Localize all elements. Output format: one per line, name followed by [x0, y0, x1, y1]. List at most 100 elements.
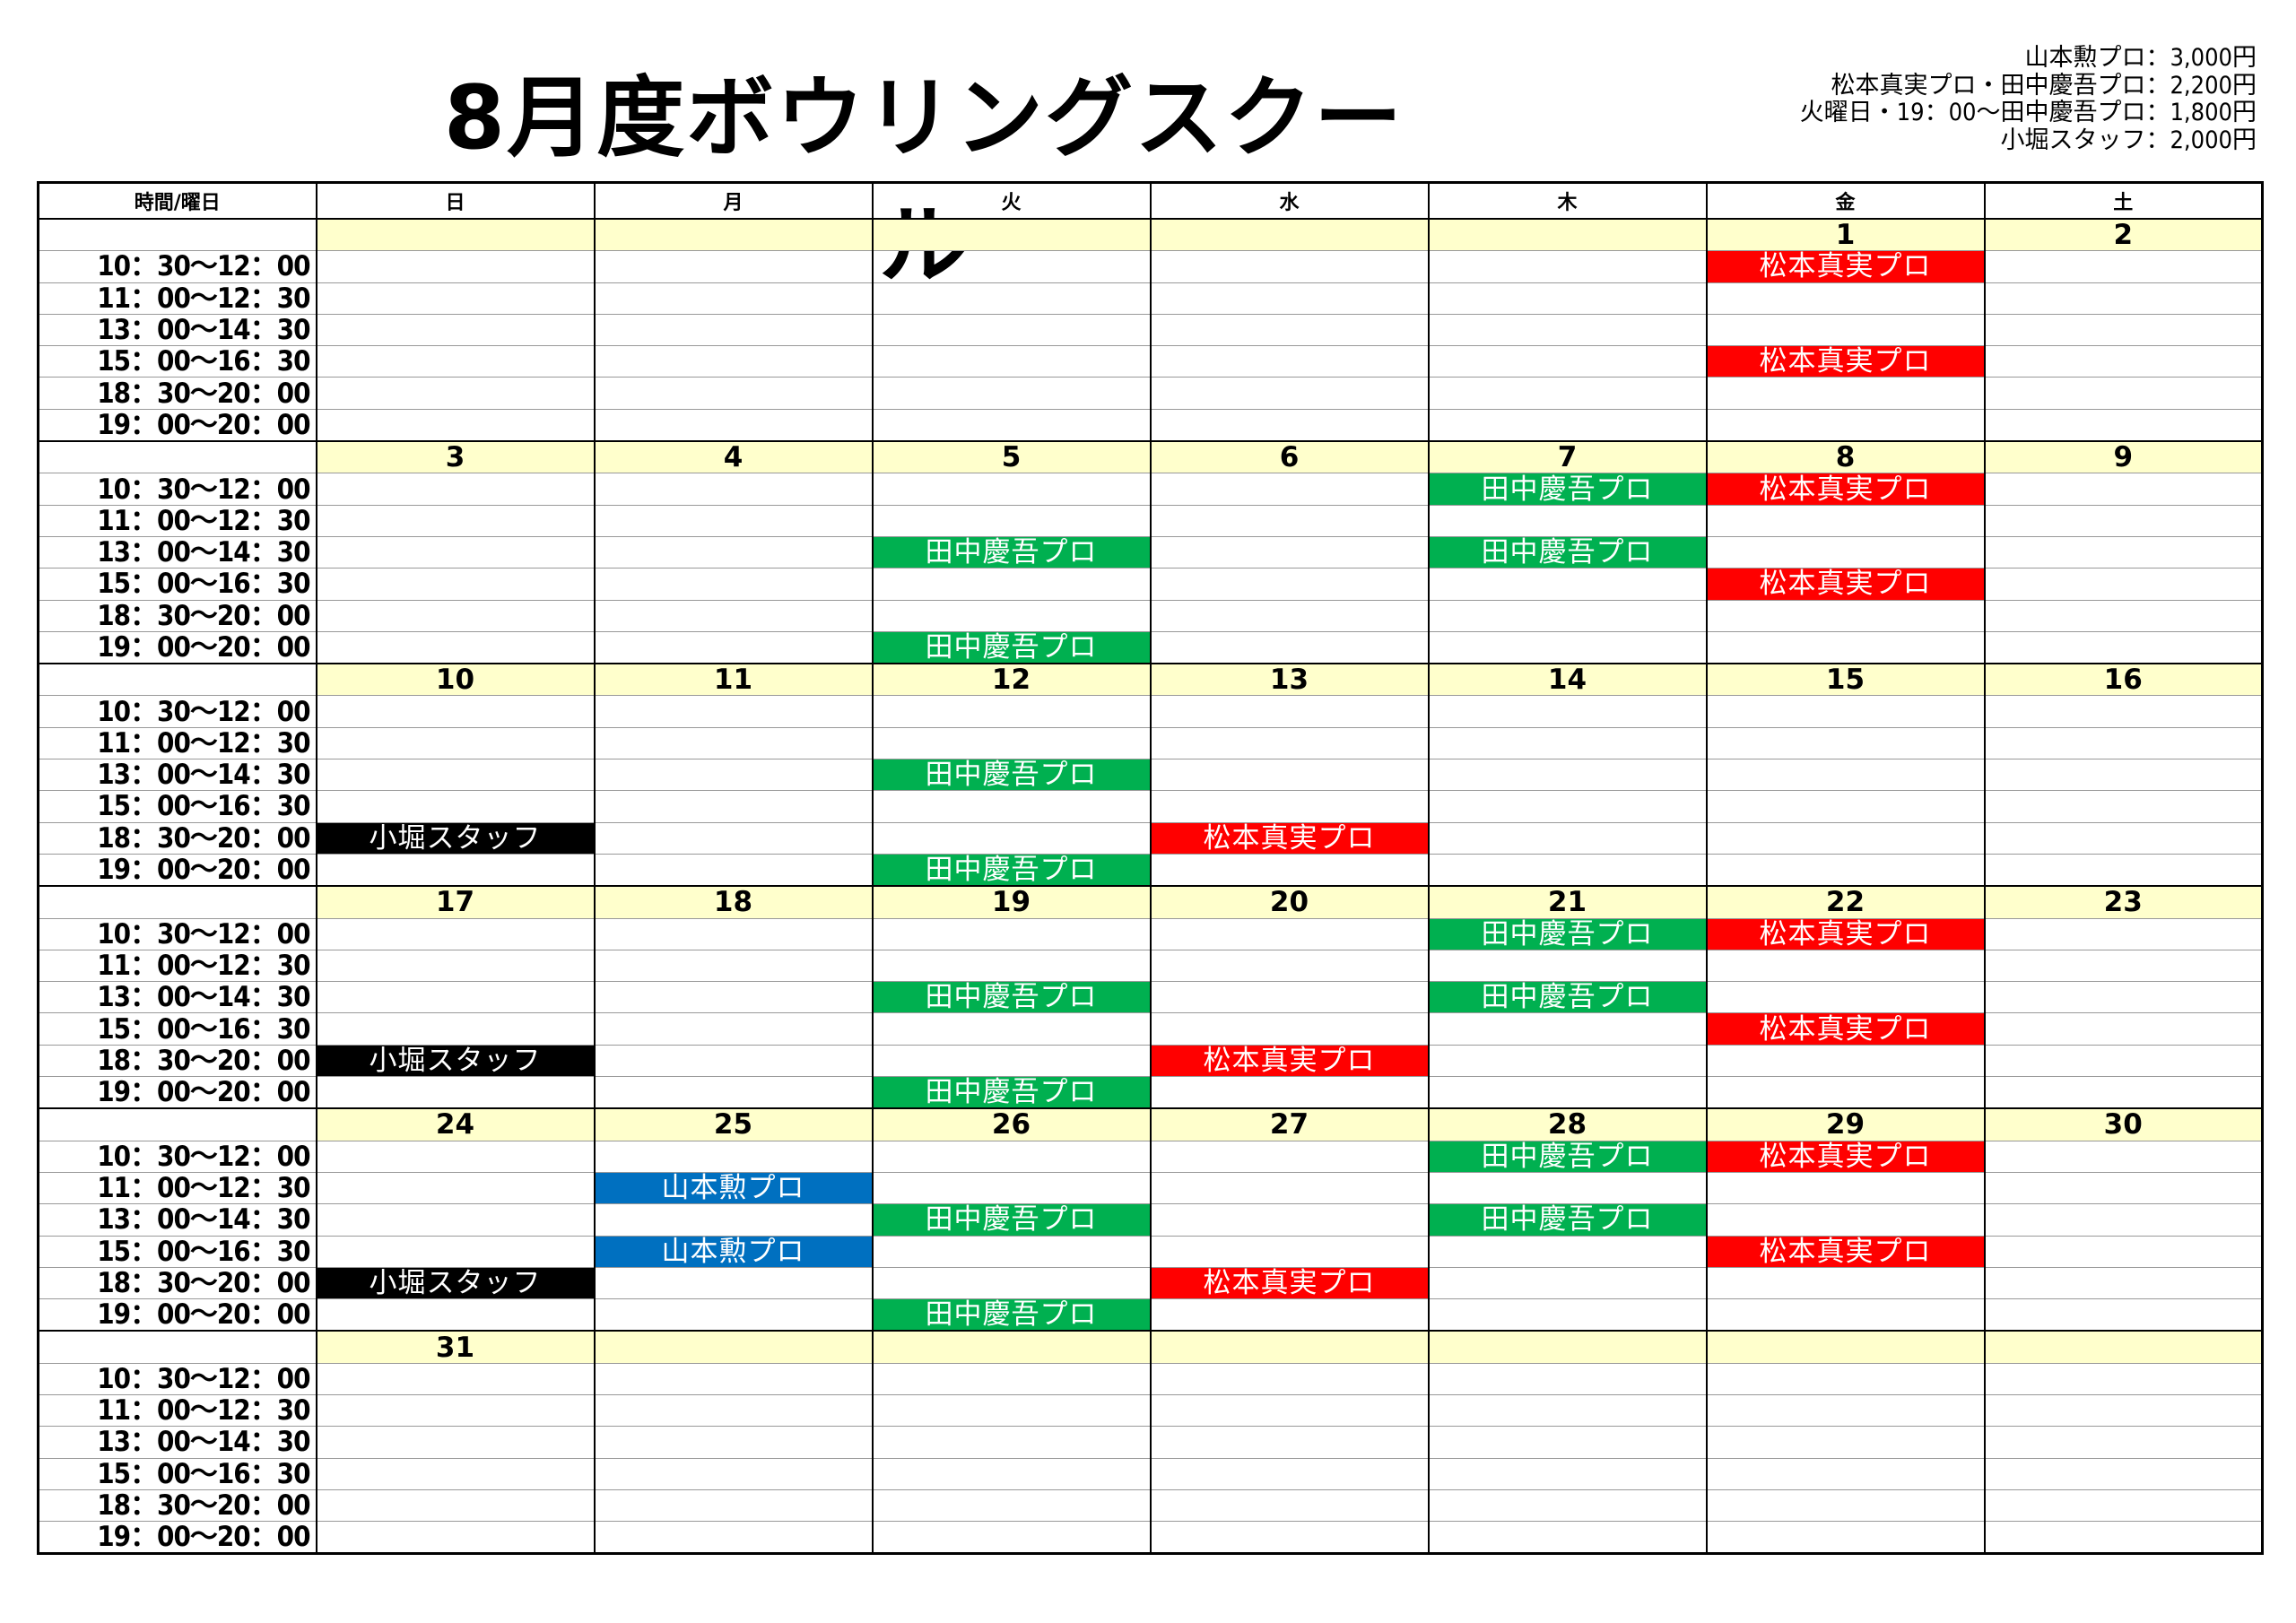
lesson-cell[interactable]: 田中慶吾プロ — [1427, 473, 1708, 506]
empty-slot-cell — [593, 790, 874, 823]
lesson-cell[interactable]: 松本真実プロ — [1149, 821, 1430, 855]
date-cell: 21 — [1427, 885, 1708, 919]
date-cell: 15 — [1705, 663, 1986, 696]
empty-slot-cell — [315, 1488, 596, 1522]
lesson-cell[interactable]: 小堀スタッフ — [315, 1266, 596, 1299]
date-cell: 24 — [315, 1107, 596, 1141]
lesson-cell[interactable]: 松本真実プロ — [1149, 1266, 1430, 1299]
empty-slot-cell — [315, 504, 596, 537]
empty-slot-cell — [1427, 1266, 1708, 1299]
lesson-cell[interactable]: 田中慶吾プロ — [871, 759, 1152, 791]
empty-slot-cell — [1983, 853, 2264, 887]
lesson-cell[interactable]: 田中慶吾プロ — [871, 1076, 1152, 1109]
time-slot-label: 19：00～20：00 — [37, 408, 317, 442]
lesson-cell[interactable]: 田中慶吾プロ — [1427, 1140, 1708, 1173]
time-slot-label: 15：00～16：30 — [37, 1235, 317, 1268]
lesson-cell[interactable]: 田中慶吾プロ — [871, 535, 1152, 568]
date-cell: 12 — [871, 663, 1152, 696]
time-slot-row: 10：30～12：00 — [37, 695, 2264, 728]
lesson-cell[interactable]: 松本真実プロ — [1705, 250, 1986, 283]
date-cell — [1983, 1330, 2264, 1364]
time-slot-label: 19：00～20：00 — [37, 1076, 317, 1109]
empty-slot-cell — [1705, 1362, 1986, 1395]
time-slot-label: 19：00～20：00 — [37, 853, 317, 887]
lesson-cell[interactable]: 松本真実プロ — [1705, 345, 1986, 378]
time-slot-row: 15：00～16：30 松本真実プロ — [37, 345, 2264, 378]
time-slot-row: 15：00～16：30 山本勲プロ 松本真実プロ — [37, 1235, 2264, 1268]
empty-slot-cell — [871, 504, 1152, 537]
lesson-cell[interactable]: 山本勲プロ — [593, 1235, 874, 1268]
empty-slot-cell — [1149, 250, 1430, 283]
day-header-fri: 金 — [1705, 181, 1986, 220]
time-slot-row: 18：30～20：00 小堀スタッフ 松本真実プロ — [37, 1266, 2264, 1299]
lesson-cell[interactable]: 松本真実プロ — [1149, 1044, 1430, 1077]
empty-cell — [37, 663, 317, 696]
empty-slot-cell — [1427, 377, 1708, 410]
date-cell: 11 — [593, 663, 874, 696]
lesson-cell[interactable]: 松本真実プロ — [1705, 917, 1986, 950]
time-slot-label: 13：00～14：30 — [37, 1203, 317, 1236]
empty-slot-cell — [315, 949, 596, 982]
empty-slot-cell — [1983, 408, 2264, 442]
empty-slot-cell — [593, 759, 874, 791]
empty-slot-cell — [871, 1521, 1152, 1554]
empty-slot-cell — [1149, 917, 1430, 950]
lesson-cell[interactable]: 田中慶吾プロ — [871, 1298, 1152, 1332]
empty-slot-cell — [871, 1393, 1152, 1427]
empty-slot-cell — [1983, 917, 2264, 950]
date-cell — [871, 1330, 1152, 1364]
empty-slot-cell — [871, 917, 1152, 950]
lesson-cell[interactable]: 田中慶吾プロ — [1427, 917, 1708, 950]
empty-slot-cell — [1705, 1426, 1986, 1459]
lesson-cell[interactable]: 田中慶吾プロ — [1427, 535, 1708, 568]
empty-slot-cell — [593, 504, 874, 537]
price-line: 火曜日・19：00～田中慶吾プロ：1,800円 — [1799, 99, 2257, 126]
empty-slot-cell — [871, 408, 1152, 442]
week-date-row: 17 18 19 20 21 22 23 — [37, 885, 2264, 919]
empty-slot-cell — [1427, 568, 1708, 601]
lesson-cell[interactable]: 松本真実プロ — [1705, 1235, 1986, 1268]
time-slot-label: 18：30～20：00 — [37, 821, 317, 855]
lesson-cell[interactable]: 小堀スタッフ — [315, 1044, 596, 1077]
lesson-cell[interactable]: 小堀スタッフ — [315, 821, 596, 855]
empty-slot-cell — [1705, 695, 1986, 728]
date-cell: 22 — [1705, 885, 1986, 919]
empty-slot-cell — [593, 1426, 874, 1459]
lesson-cell[interactable]: 田中慶吾プロ — [871, 630, 1152, 664]
empty-slot-cell — [1983, 1426, 2264, 1459]
empty-slot-cell — [1983, 1203, 2264, 1236]
lesson-cell[interactable]: 田中慶吾プロ — [871, 853, 1152, 887]
lesson-cell[interactable]: 田中慶吾プロ — [871, 1203, 1152, 1236]
lesson-cell[interactable]: 田中慶吾プロ — [1427, 1203, 1708, 1236]
date-cell: 1 — [1705, 218, 1986, 251]
lesson-cell[interactable]: 松本真実プロ — [1705, 568, 1986, 601]
time-slot-row: 10：30～12：00 田中慶吾プロ 松本真実プロ — [37, 1140, 2264, 1173]
empty-slot-cell — [1705, 1488, 1986, 1522]
time-slot-label: 11：00～12：30 — [37, 949, 317, 982]
lesson-cell[interactable]: 山本勲プロ — [593, 1171, 874, 1204]
date-cell — [1427, 218, 1708, 251]
empty-slot-cell — [1705, 1171, 1986, 1204]
empty-slot-cell — [1427, 504, 1708, 537]
time-slot-row: 15：00～16：30 — [37, 790, 2264, 823]
empty-slot-cell — [315, 313, 596, 346]
schedule-table: 時間/曜日 日 月 火 水 木 金 土 1 2 10：30～12：00 松本真実プロ 1… — [37, 181, 2264, 1556]
time-slot-row: 13：00～14：30 — [37, 1426, 2264, 1459]
lesson-cell[interactable]: 松本真実プロ — [1705, 1140, 1986, 1173]
lesson-cell[interactable]: 田中慶吾プロ — [1427, 981, 1708, 1013]
empty-slot-cell — [871, 726, 1152, 759]
empty-slot-cell — [1149, 1457, 1430, 1490]
lesson-cell[interactable]: 田中慶吾プロ — [871, 981, 1152, 1013]
time-slot-row: 19：00～20：00 田中慶吾プロ — [37, 630, 2264, 664]
lesson-cell[interactable]: 松本真実プロ — [1705, 473, 1986, 506]
time-slot-row: 19：00～20：00 田中慶吾プロ — [37, 1076, 2264, 1109]
empty-slot-cell — [871, 599, 1152, 632]
price-list: 山本勲プロ：3,000円 松本真実プロ・田中慶吾プロ：2,200円 火曜日・19… — [1799, 44, 2257, 154]
lesson-cell[interactable]: 松本真実プロ — [1705, 1012, 1986, 1046]
date-cell: 14 — [1427, 663, 1708, 696]
empty-slot-cell — [1427, 1076, 1708, 1109]
week-date-row: 24 25 26 27 28 29 30 — [37, 1107, 2264, 1141]
time-slot-label: 11：00～12：30 — [37, 726, 317, 759]
week-date-row: 10 11 12 13 14 15 16 — [37, 663, 2264, 696]
